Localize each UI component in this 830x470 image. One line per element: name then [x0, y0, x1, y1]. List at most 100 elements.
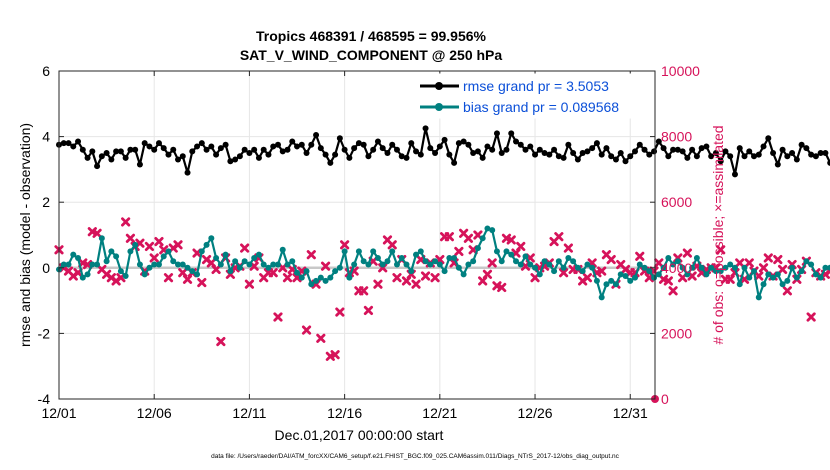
bias-point	[532, 264, 539, 271]
rmse-point	[579, 150, 586, 156]
obs-point	[606, 254, 616, 265]
bias-point	[70, 251, 77, 258]
rmse-point	[117, 148, 124, 155]
rmse-point	[589, 145, 596, 152]
rmse-point	[474, 148, 481, 155]
bias-point	[146, 264, 153, 271]
bias-point	[679, 264, 686, 271]
rmse-point	[731, 171, 738, 178]
x-tick-label: 12/26	[518, 405, 553, 421]
bias-point	[612, 281, 619, 288]
rmse-point	[332, 151, 339, 158]
bias-point	[784, 277, 791, 284]
bias-point	[89, 261, 96, 268]
rmse-point	[294, 143, 301, 150]
bias-point	[294, 269, 301, 276]
obs-point	[430, 273, 440, 283]
bias-point	[827, 264, 830, 271]
x-tick-label: 12/01	[41, 405, 76, 421]
bias-point	[598, 294, 605, 301]
obs-point	[359, 286, 369, 296]
bias-point	[222, 251, 229, 258]
rmse-point	[751, 153, 758, 160]
rmse-point	[303, 150, 310, 156]
bias-point	[727, 261, 734, 268]
obs-point	[482, 269, 493, 279]
bias-point	[351, 261, 358, 268]
obs-point	[211, 264, 221, 275]
obs-point	[563, 243, 573, 253]
rmse-point	[274, 141, 281, 148]
rmse-point	[351, 145, 358, 152]
bias-point	[151, 261, 158, 268]
obs-point	[163, 273, 174, 283]
rmse-point	[698, 145, 705, 152]
rmse-point	[136, 161, 143, 168]
rmse-point	[132, 146, 139, 153]
rmse-point	[536, 146, 543, 153]
rmse-point	[541, 150, 548, 156]
bias-point	[822, 264, 829, 271]
bias-point	[165, 248, 172, 255]
bias-point	[646, 268, 653, 275]
bias-point	[384, 258, 391, 265]
bias-point	[308, 281, 315, 288]
plot-frame	[58, 70, 656, 400]
bias-point	[774, 271, 781, 278]
rmse-point	[175, 156, 182, 163]
bias-point	[317, 274, 324, 281]
rmse-point	[398, 153, 405, 160]
obs-point	[82, 259, 93, 270]
bias-point	[641, 264, 648, 271]
bias-point	[155, 261, 162, 268]
obs-point	[559, 268, 569, 278]
rmse-point	[722, 148, 729, 155]
bias-point	[717, 268, 724, 275]
bias-point	[427, 261, 434, 268]
obs-point	[240, 243, 250, 253]
obs-point	[487, 258, 497, 268]
bias-point	[684, 271, 691, 278]
rmse-point	[427, 145, 434, 152]
bias-point	[479, 235, 486, 242]
rmse-point	[808, 151, 815, 158]
bias-point	[393, 261, 400, 268]
rmse-point	[341, 146, 348, 153]
bias-point	[808, 261, 815, 268]
obs-point	[554, 232, 564, 242]
rmse-point	[636, 141, 643, 148]
rmse-point	[736, 145, 743, 152]
bias-point	[603, 281, 610, 288]
rmse-point	[408, 140, 415, 147]
bias-point	[470, 258, 477, 265]
obs-point	[392, 273, 402, 283]
rmse-point	[484, 143, 491, 150]
y-tick-label-right: 10000	[661, 63, 700, 79]
x-tick-label: 12/31	[613, 405, 648, 421]
rmse-point	[189, 148, 196, 155]
y-axis-left-label: rmse and bias (model - observation)	[17, 123, 33, 347]
obs-point	[668, 286, 678, 296]
obs-point	[387, 240, 397, 250]
rmse-point	[784, 153, 791, 160]
obs-point	[758, 263, 769, 273]
rmse-point	[432, 150, 439, 156]
bias-point	[379, 261, 386, 268]
rmse-point	[560, 154, 567, 161]
rmse-point	[708, 153, 715, 160]
rmse-point	[598, 151, 605, 158]
bias-point	[365, 261, 372, 268]
bias-point	[132, 241, 139, 248]
bias-point	[536, 271, 543, 278]
bias-point	[565, 254, 572, 261]
rmse-point	[517, 141, 524, 148]
y-tick-label-left: 0	[42, 260, 50, 276]
bias-point	[751, 268, 758, 275]
rmse-point	[279, 148, 286, 155]
legend-box	[415, 73, 653, 119]
bias-point	[570, 258, 577, 265]
rmse-point	[113, 148, 120, 155]
tick-labels: 12/01 12/06 12/11 12/16 12/21 12/26 12/31 -4 -2 0…	[38, 63, 701, 421]
rmse-point	[679, 148, 686, 155]
